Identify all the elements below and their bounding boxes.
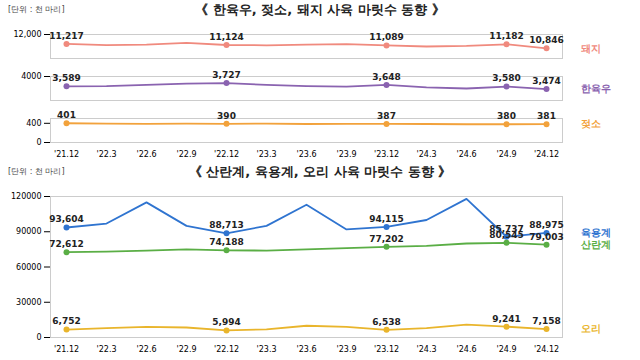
svg-text:3,580: 3,580: [492, 73, 520, 83]
svg-text:401: 401: [57, 110, 76, 120]
svg-text:'22.6: '22.6: [136, 150, 156, 159]
svg-text:11,182: 11,182: [489, 31, 524, 41]
svg-text:3,648: 3,648: [372, 72, 400, 82]
svg-text:돼지: 돼지: [581, 43, 601, 54]
svg-text:'24.6: '24.6: [456, 345, 476, 354]
svg-text:7,158: 7,158: [532, 316, 560, 326]
svg-text:30000: 30000: [16, 298, 41, 307]
svg-text:젖소: 젖소: [581, 118, 601, 129]
svg-text:'24.9: '24.9: [496, 150, 516, 159]
svg-text:90000: 90000: [16, 227, 41, 236]
svg-text:88,713: 88,713: [209, 220, 244, 230]
svg-text:'22.3: '22.3: [96, 345, 116, 354]
html-text:[단위 : 천 마리]: [단위 : 천 마리]: [8, 167, 65, 176]
svg-text:93,604: 93,604: [49, 214, 84, 224]
svg-text:60000: 60000: [16, 263, 41, 272]
svg-text:'24.9: '24.9: [496, 345, 516, 354]
svg-text:381: 381: [537, 111, 556, 121]
svg-text:'22.12: '22.12: [214, 150, 239, 159]
svg-text:한육우: 한육우: [581, 83, 611, 94]
svg-text:85,737: 85,737: [489, 223, 524, 234]
svg-text:6,752: 6,752: [52, 316, 80, 326]
svg-text:3,727: 3,727: [212, 70, 240, 80]
svg-text:'24.12: '24.12: [534, 345, 559, 354]
svg-text:11,217: 11,217: [49, 31, 84, 41]
svg-text:'23.6: '23.6: [296, 345, 316, 354]
svg-text:80,545: 80,545: [489, 230, 524, 240]
svg-text:'22.9: '22.9: [176, 345, 196, 354]
html-text:《 산란계, 육용계, 오리 사육 마릿수 동향 》: 《 산란계, 육용계, 오리 사육 마릿수 동향 》: [188, 164, 452, 179]
html-text:《 한육우, 젖소, 돼지 사육 마릿수 동향 》: 《 한육우, 젖소, 돼지 사육 마릿수 동향 》: [195, 2, 445, 17]
svg-text:'24.12: '24.12: [534, 150, 559, 159]
svg-text:'22.12: '22.12: [214, 345, 239, 354]
svg-text:6,538: 6,538: [372, 317, 400, 327]
svg-text:10,846: 10,846: [529, 35, 564, 45]
svg-text:'23.6: '23.6: [296, 150, 316, 159]
svg-text:산란계: 산란계: [581, 239, 611, 250]
svg-text:'23.12: '23.12: [374, 150, 399, 159]
svg-text:72,612: 72,612: [49, 239, 84, 249]
svg-text:9,241: 9,241: [492, 314, 520, 324]
svg-text:'22.6: '22.6: [136, 345, 156, 354]
svg-text:'23.9: '23.9: [336, 345, 356, 354]
svg-text:12,000: 12,000: [14, 30, 42, 39]
svg-text:'23.12: '23.12: [374, 345, 399, 354]
svg-text:'22.3: '22.3: [96, 150, 116, 159]
svg-text:0: 0: [36, 138, 41, 147]
svg-text:'22.9: '22.9: [176, 150, 196, 159]
svg-text:'23.3: '23.3: [256, 345, 276, 354]
svg-text:400: 400: [26, 119, 41, 128]
svg-text:380: 380: [497, 111, 516, 121]
svg-text:'24.3: '24.3: [416, 345, 436, 354]
svg-text:'21.12: '21.12: [54, 345, 79, 354]
svg-text:'23.3: '23.3: [256, 150, 276, 159]
svg-text:94,115: 94,115: [369, 214, 404, 224]
svg-text:88,975: 88,975: [529, 220, 564, 230]
svg-text:0: 0: [36, 333, 41, 342]
svg-text:390: 390: [217, 111, 236, 121]
svg-text:120000: 120000: [11, 192, 42, 201]
svg-text:육용계: 육용계: [581, 227, 611, 238]
svg-text:3,589: 3,589: [52, 73, 80, 83]
svg-text:'24.6: '24.6: [456, 150, 476, 159]
html-text:[단위 : 천 마리]: [단위 : 천 마리]: [8, 5, 65, 14]
svg-text:4000: 4000: [21, 72, 41, 81]
svg-text:오리: 오리: [581, 323, 601, 334]
svg-text:74,188: 74,188: [209, 237, 244, 247]
svg-text:'23.9: '23.9: [336, 150, 356, 159]
svg-text:11,089: 11,089: [369, 32, 404, 42]
svg-text:'24.3: '24.3: [416, 150, 436, 159]
svg-text:79,003: 79,003: [529, 232, 564, 242]
svg-text:3,474: 3,474: [532, 76, 560, 86]
svg-text:77,202: 77,202: [369, 234, 404, 244]
svg-text:387: 387: [377, 111, 396, 121]
svg-text:5,994: 5,994: [212, 317, 240, 327]
svg-text:11,124: 11,124: [209, 32, 244, 42]
svg-text:'21.12: '21.12: [54, 150, 79, 159]
